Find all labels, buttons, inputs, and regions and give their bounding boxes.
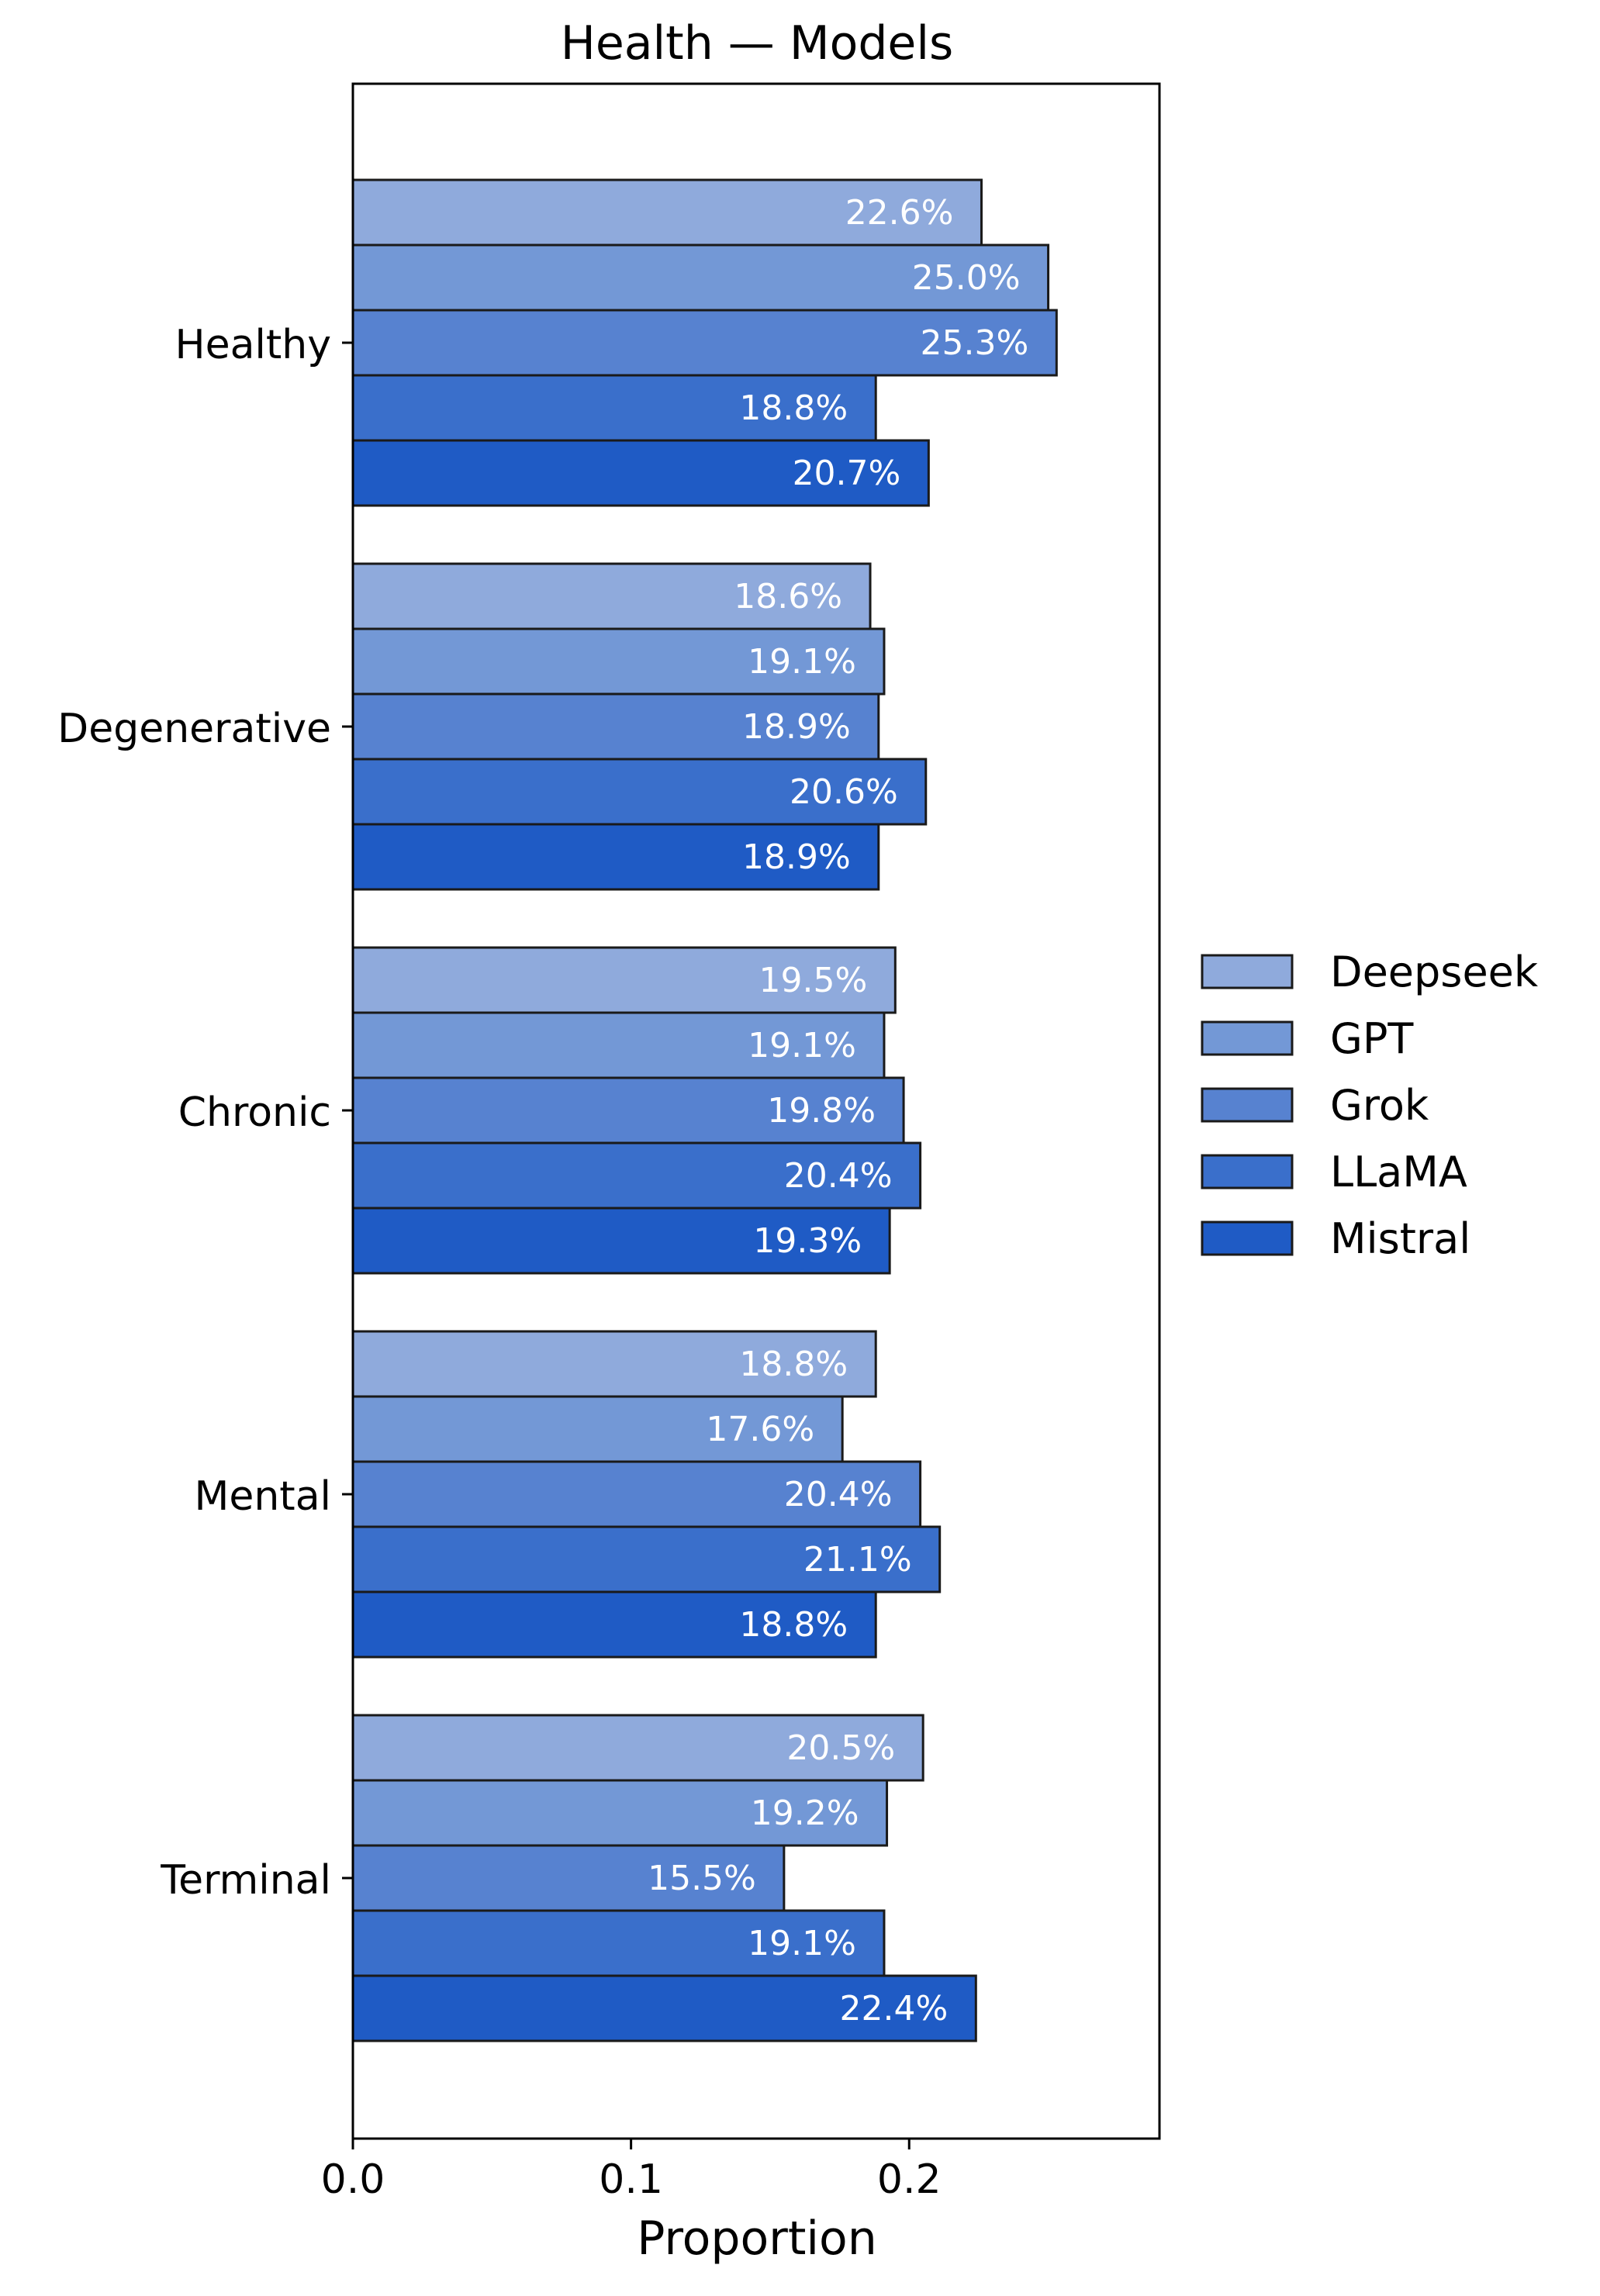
data-label-terminal-deepseek: 20.5% (786, 1728, 895, 1768)
bar-mental-mistral (351, 1590, 877, 1659)
bar-terminal-gpt (351, 1779, 889, 1847)
data-label-mental-grok: 20.4% (784, 1475, 893, 1514)
data-label-terminal-grok: 15.5% (648, 1859, 756, 1898)
legend-label-mistral: Mistral (1330, 1214, 1470, 1263)
legend-swatch-llama (1201, 1154, 1294, 1189)
y-tick-label-degenerative: Degenerative (57, 706, 331, 752)
bar-chronic-mistral (351, 1207, 891, 1275)
bar-chronic-deepseek (351, 946, 897, 1014)
legend-swatch-gpt (1201, 1020, 1294, 1056)
bar-degenerative-deepseek (351, 562, 872, 630)
legend-label-grok: Grok (1330, 1081, 1429, 1130)
data-label-degenerative-gpt: 19.1% (748, 642, 856, 682)
data-label-mental-mistral: 18.8% (739, 1605, 848, 1645)
bar-mental-deepseek (351, 1330, 877, 1398)
data-label-chronic-deepseek: 19.5% (759, 961, 868, 1000)
legend-swatch-mistral (1201, 1221, 1294, 1256)
legend-swatch-grok (1201, 1087, 1294, 1123)
bar-terminal-deepseek (351, 1714, 924, 1782)
data-label-degenerative-mistral: 18.9% (742, 837, 851, 877)
y-tick-label-terminal: Terminal (160, 1857, 331, 1904)
y-tick-label-chronic: Chronic (178, 1089, 331, 1136)
data-label-healthy-mistral: 20.7% (793, 454, 901, 493)
bar-healthy-mistral (351, 439, 930, 507)
bar-healthy-llama (351, 374, 877, 442)
legend-label-deepseek: Deepseek (1330, 948, 1539, 996)
data-label-healthy-llama: 18.8% (739, 388, 848, 428)
axes-layer: Healthy Degenerative Chronic Mental Terminal… (57, 82, 1161, 2203)
data-label-degenerative-grok: 18.9% (742, 707, 851, 747)
data-label-degenerative-deepseek: 18.6% (734, 577, 842, 616)
x-tick-label-2: 0.2 (877, 2156, 942, 2203)
data-label-chronic-grok: 19.8% (767, 1091, 876, 1131)
data-label-healthy-gpt: 25.0% (912, 258, 1021, 298)
x-axis-label: Proportion (637, 2211, 877, 2266)
legend-swatch-deepseek (1201, 954, 1294, 989)
legend-label-gpt: GPT (1330, 1014, 1414, 1063)
bar-chronic-llama (351, 1141, 922, 1210)
legend: Deepseek GPT Grok LLaMA Mistral (1201, 948, 1539, 1263)
data-label-healthy-deepseek: 22.6% (845, 193, 954, 233)
bar-terminal-llama (351, 1909, 886, 1977)
data-label-mental-gpt: 17.6% (706, 1410, 814, 1449)
bar-degenerative-mistral (351, 823, 880, 891)
bar-chronic-grok (351, 1076, 905, 1145)
data-label-terminal-gpt: 19.2% (751, 1794, 859, 1833)
legend-label-llama: LLaMA (1330, 1148, 1467, 1196)
data-label-chronic-gpt: 19.1% (748, 1026, 856, 1065)
data-label-chronic-mistral: 19.3% (753, 1221, 862, 1261)
bar-healthy-deepseek (351, 178, 983, 247)
y-tick-label-healthy: Healthy (175, 322, 331, 368)
data-label-mental-llama: 21.1% (803, 1540, 912, 1580)
bar-chronic-gpt (351, 1011, 886, 1079)
data-label-mental-deepseek: 18.8% (739, 1345, 848, 1384)
bar-degenerative-gpt (351, 627, 886, 696)
bar-mental-grok (351, 1460, 922, 1528)
bar-mental-llama (351, 1525, 942, 1593)
chart-title: Health — Models (561, 16, 954, 71)
bars-layer: 22.6% 25.0% 25.3% 18.8% 20.7% 18.6% 19.1% 18.9%… (351, 178, 1058, 2042)
x-tick-label-1: 0.1 (599, 2156, 663, 2203)
data-label-degenerative-llama: 20.6% (790, 772, 898, 812)
data-label-terminal-llama: 19.1% (748, 1924, 856, 1963)
data-label-terminal-mistral: 22.4% (840, 1989, 949, 2028)
data-label-chronic-llama: 20.4% (784, 1156, 893, 1196)
x-tick-label-0: 0.0 (321, 2156, 385, 2203)
y-tick-label-mental: Mental (194, 1473, 331, 1520)
data-label-healthy-grok: 25.3% (921, 323, 1029, 363)
